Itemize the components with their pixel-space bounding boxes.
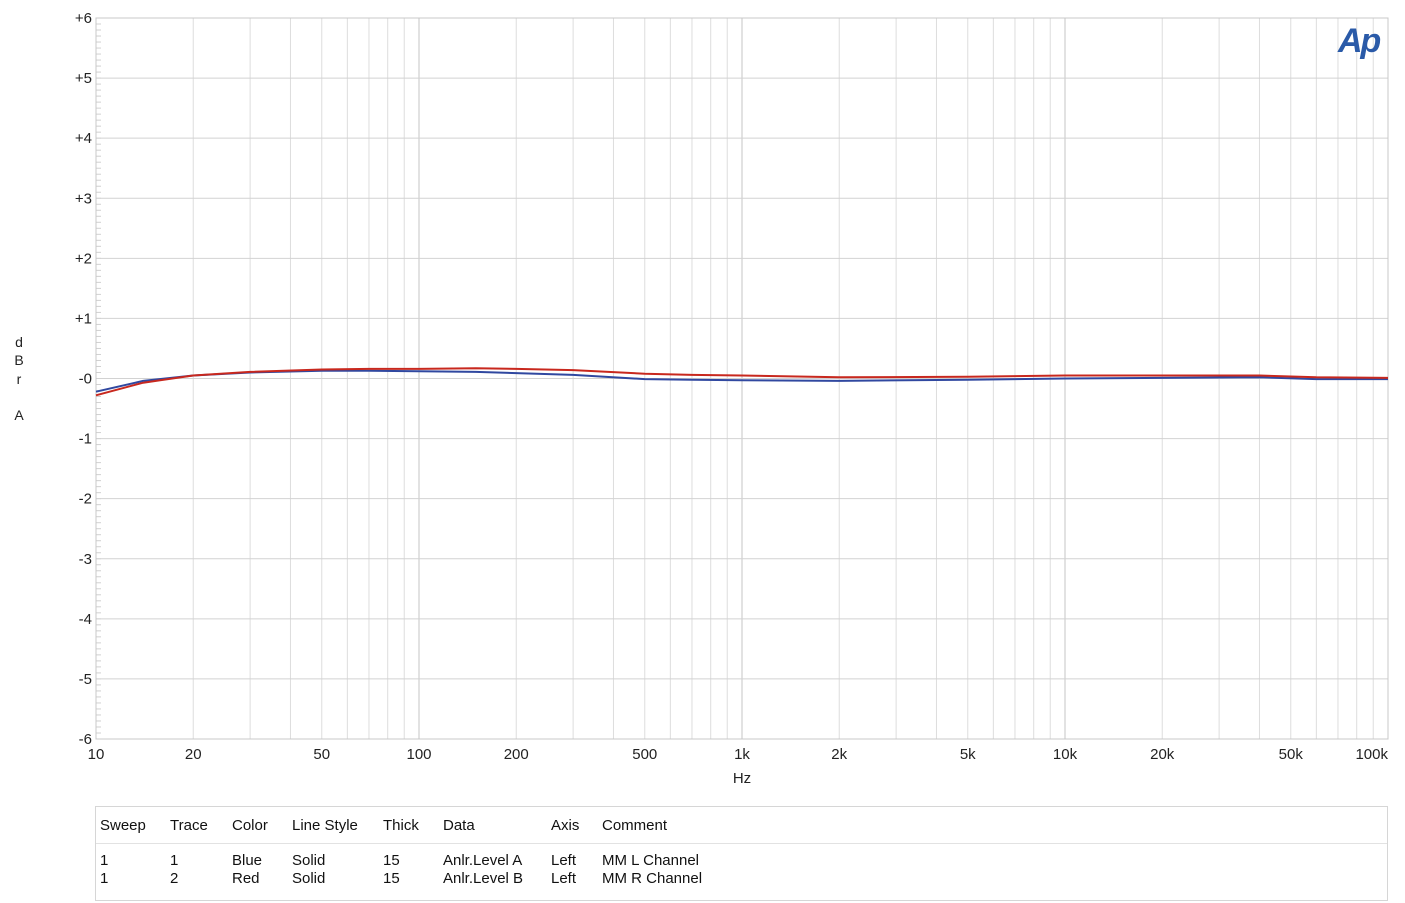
legend-cell: Solid <box>292 852 326 869</box>
y-axis-label-char: B <box>14 352 23 368</box>
x-tick-label: 100k <box>1355 746 1388 763</box>
legend-cell: Red <box>232 870 260 887</box>
series-lines <box>95 367 1389 397</box>
y-tick-labels: +6 +5 +4 +3 +2 +1 -0 -1 -2 -3 -4 -5 -6 <box>75 10 92 748</box>
legend-cell: Solid <box>292 870 326 887</box>
y-tick-label: -6 <box>79 731 92 748</box>
y-tick-label: -5 <box>79 671 92 688</box>
legend-cell: MM L Channel <box>602 852 699 869</box>
legend-header-divider <box>96 843 1387 844</box>
x-tick-label: 20 <box>185 746 202 763</box>
x-tick-label: 500 <box>632 746 657 763</box>
legend-header-line-style: Line Style <box>292 817 358 834</box>
y-axis-label-char: d <box>15 334 23 350</box>
x-tick-label: 50 <box>313 746 330 763</box>
x-tick-label: 200 <box>504 746 529 763</box>
legend-cell: Left <box>551 852 577 869</box>
y-tick-label: -3 <box>79 551 92 568</box>
x-tick-label: 50k <box>1279 746 1304 763</box>
y-axis-label-char: A <box>14 407 24 423</box>
y-tick-label: +6 <box>75 10 92 27</box>
y-tick-label: +3 <box>75 190 92 207</box>
legend-cell: 15 <box>383 852 400 869</box>
legend-cell: Blue <box>232 852 263 869</box>
y-tick-label: -1 <box>79 431 92 448</box>
legend-header-comment: Comment <box>602 817 668 834</box>
x-tick-labels: 10 20 50 100 200 500 1k 2k 5k 10k 20k 50k 100k <box>88 746 1389 763</box>
legend-cell: 15 <box>383 870 400 887</box>
legend-header-trace: Trace <box>170 817 208 834</box>
legend-cell: MM R Channel <box>602 870 703 887</box>
y-tick-label: +5 <box>75 70 92 87</box>
x-tick-label: 1k <box>734 746 750 763</box>
legend-header-thick: Thick <box>383 817 419 834</box>
y-tick-label: +4 <box>75 130 92 147</box>
legend-cell: 1 <box>100 852 109 869</box>
x-tick-label: 10k <box>1053 746 1078 763</box>
x-tick-label: 5k <box>960 746 976 763</box>
y-tick-label: +1 <box>75 310 92 327</box>
x-tick-label: 20k <box>1150 746 1175 763</box>
legend-header-sweep: Sweep <box>100 817 146 834</box>
legend-header-color: Color <box>232 817 268 834</box>
legend-table: Sweep Trace Color Line Style Thick Data Axis Co… <box>95 806 1388 901</box>
legend-cell: 1 <box>170 852 179 869</box>
y-tick-label: -4 <box>79 611 92 628</box>
x-tick-label: 2k <box>831 746 847 763</box>
y-tick-label: +2 <box>75 250 92 267</box>
legend-cell: 2 <box>170 870 179 887</box>
ap-logo: Ap <box>1337 22 1381 60</box>
legend-cell: Anlr.Level A <box>443 852 523 869</box>
y-tick-label: -2 <box>79 491 92 508</box>
y-axis-label-char: r <box>17 371 22 387</box>
y-axis-label: dBr A <box>14 334 24 423</box>
x-tick-label: 10 <box>88 746 105 763</box>
legend-cell: 1 <box>100 870 109 887</box>
legend-cell: Left <box>551 870 577 887</box>
frequency-response-chart: +6 +5 +4 +3 +2 +1 -0 -1 -2 -3 -4 -5 -6 10 20 50 100 200 5… <box>14 10 1389 787</box>
legend-header-data: Data <box>443 817 475 834</box>
x-axis-label: Hz <box>733 770 751 787</box>
series-line-2 <box>95 367 1389 397</box>
y-tick-label: -0 <box>79 371 92 388</box>
legend-header-axis: Axis <box>551 817 580 834</box>
x-tick-label: 100 <box>406 746 431 763</box>
legend-cell: Anlr.Level B <box>443 870 524 887</box>
